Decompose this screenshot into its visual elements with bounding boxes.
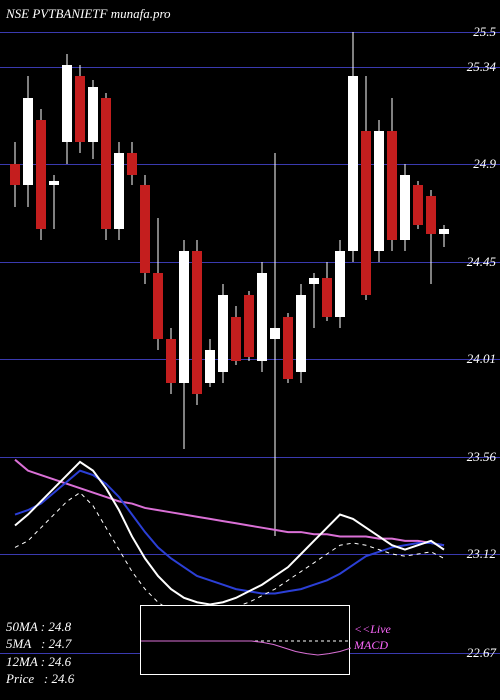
candle xyxy=(361,0,371,700)
candle xyxy=(101,0,111,700)
gridlabel: 24.01 xyxy=(467,351,496,367)
candle xyxy=(205,0,215,700)
candle xyxy=(439,0,449,700)
candle xyxy=(348,0,358,700)
gridlabel: 24.9 xyxy=(473,156,496,172)
info-5ma: 5MA : 24.7 xyxy=(6,635,74,653)
candle xyxy=(426,0,436,700)
candle xyxy=(374,0,384,700)
info-12ma: 12MA : 24.6 xyxy=(6,653,74,671)
info-price: Price : 24.6 xyxy=(6,670,74,688)
candle xyxy=(283,0,293,700)
candle xyxy=(140,0,150,700)
candle xyxy=(270,0,280,700)
info-box: 50MA : 24.8 5MA : 24.7 12MA : 24.6 Price… xyxy=(6,618,74,688)
candle xyxy=(127,0,137,700)
candle xyxy=(218,0,228,700)
candle xyxy=(88,0,98,700)
candle xyxy=(400,0,410,700)
candle xyxy=(387,0,397,700)
candle xyxy=(179,0,189,700)
gridlabel: 25.34 xyxy=(467,59,496,75)
candle xyxy=(296,0,306,700)
candlestick-chart: NSE PVTBANIETF munafa.pro 25.525.3424.92… xyxy=(0,0,500,700)
gridlabel: 23.56 xyxy=(467,449,496,465)
info-50ma: 50MA : 24.8 xyxy=(6,618,74,636)
candle xyxy=(23,0,33,700)
candle xyxy=(49,0,59,700)
candle xyxy=(413,0,423,700)
gridlabel: 25.5 xyxy=(473,24,496,40)
candle xyxy=(114,0,124,700)
macd-label-live: <<Live xyxy=(354,622,391,637)
candle xyxy=(309,0,319,700)
candle xyxy=(10,0,20,700)
candle xyxy=(153,0,163,700)
candle xyxy=(36,0,46,700)
candle xyxy=(335,0,345,700)
candle xyxy=(257,0,267,700)
gridlabel: 22.67 xyxy=(467,645,496,661)
candle xyxy=(231,0,241,700)
gridlabel: 24.45 xyxy=(467,254,496,270)
gridlabel: 23.12 xyxy=(467,546,496,562)
macd-box xyxy=(140,605,350,675)
candle xyxy=(192,0,202,700)
macd-label-macd: MACD xyxy=(354,638,388,653)
candle xyxy=(75,0,85,700)
candle xyxy=(322,0,332,700)
candle xyxy=(166,0,176,700)
candle xyxy=(244,0,254,700)
candle xyxy=(62,0,72,700)
